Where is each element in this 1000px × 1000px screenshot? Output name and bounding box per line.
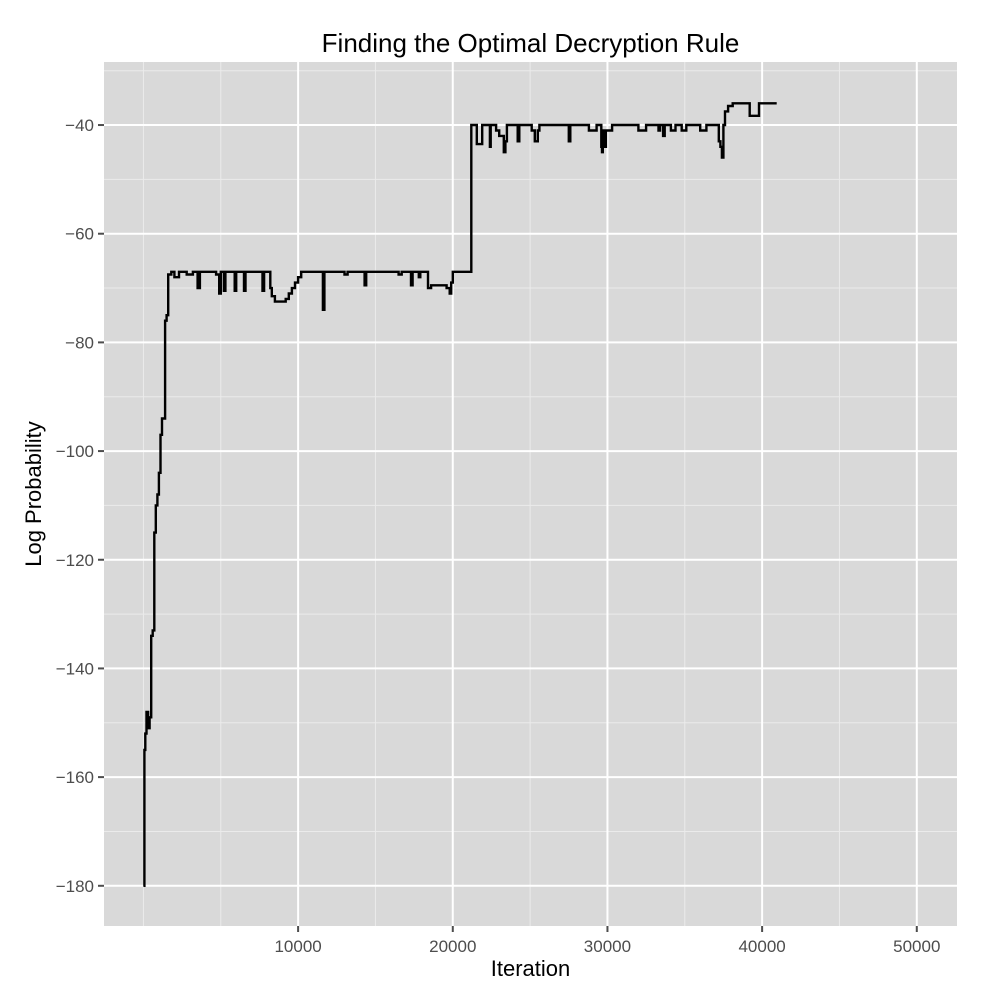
- minor-gridlines: [104, 62, 957, 926]
- x-tick-label: 10000: [274, 937, 321, 956]
- y-tick-label: −160: [56, 768, 94, 787]
- y-tick-label: −120: [56, 551, 94, 570]
- y-tick-label: −40: [65, 116, 94, 135]
- x-tick-label: 20000: [429, 937, 476, 956]
- y-tick-label: −60: [65, 225, 94, 244]
- x-tick-label: 50000: [893, 937, 940, 956]
- major-gridlines: [104, 62, 957, 926]
- y-tick-label: −180: [56, 877, 94, 896]
- log-probability-line: [143, 102, 777, 887]
- y-tick-label: −140: [56, 659, 94, 678]
- y-tick-label: −80: [65, 333, 94, 352]
- x-axis: 10000 20000 30000 40000 50000: [274, 926, 940, 956]
- y-tick-label: −100: [56, 442, 94, 461]
- x-axis-label: Iteration: [490, 956, 571, 981]
- chart-title: Finding the Optimal Decryption Rule: [321, 28, 740, 58]
- y-axis: −40 −60 −80 −100 −120 −140 −160 −180: [56, 116, 104, 896]
- x-tick-label: 30000: [584, 937, 631, 956]
- y-axis-label: Log Probability: [21, 421, 46, 567]
- x-tick-label: 40000: [738, 937, 785, 956]
